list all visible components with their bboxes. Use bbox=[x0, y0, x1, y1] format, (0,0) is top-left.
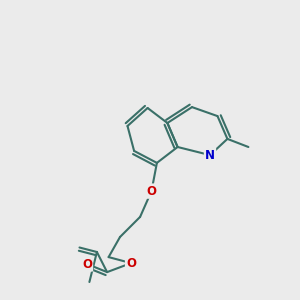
Text: O: O bbox=[82, 257, 92, 271]
Text: O: O bbox=[146, 184, 157, 198]
Text: O: O bbox=[126, 256, 136, 270]
Text: N: N bbox=[205, 148, 215, 162]
